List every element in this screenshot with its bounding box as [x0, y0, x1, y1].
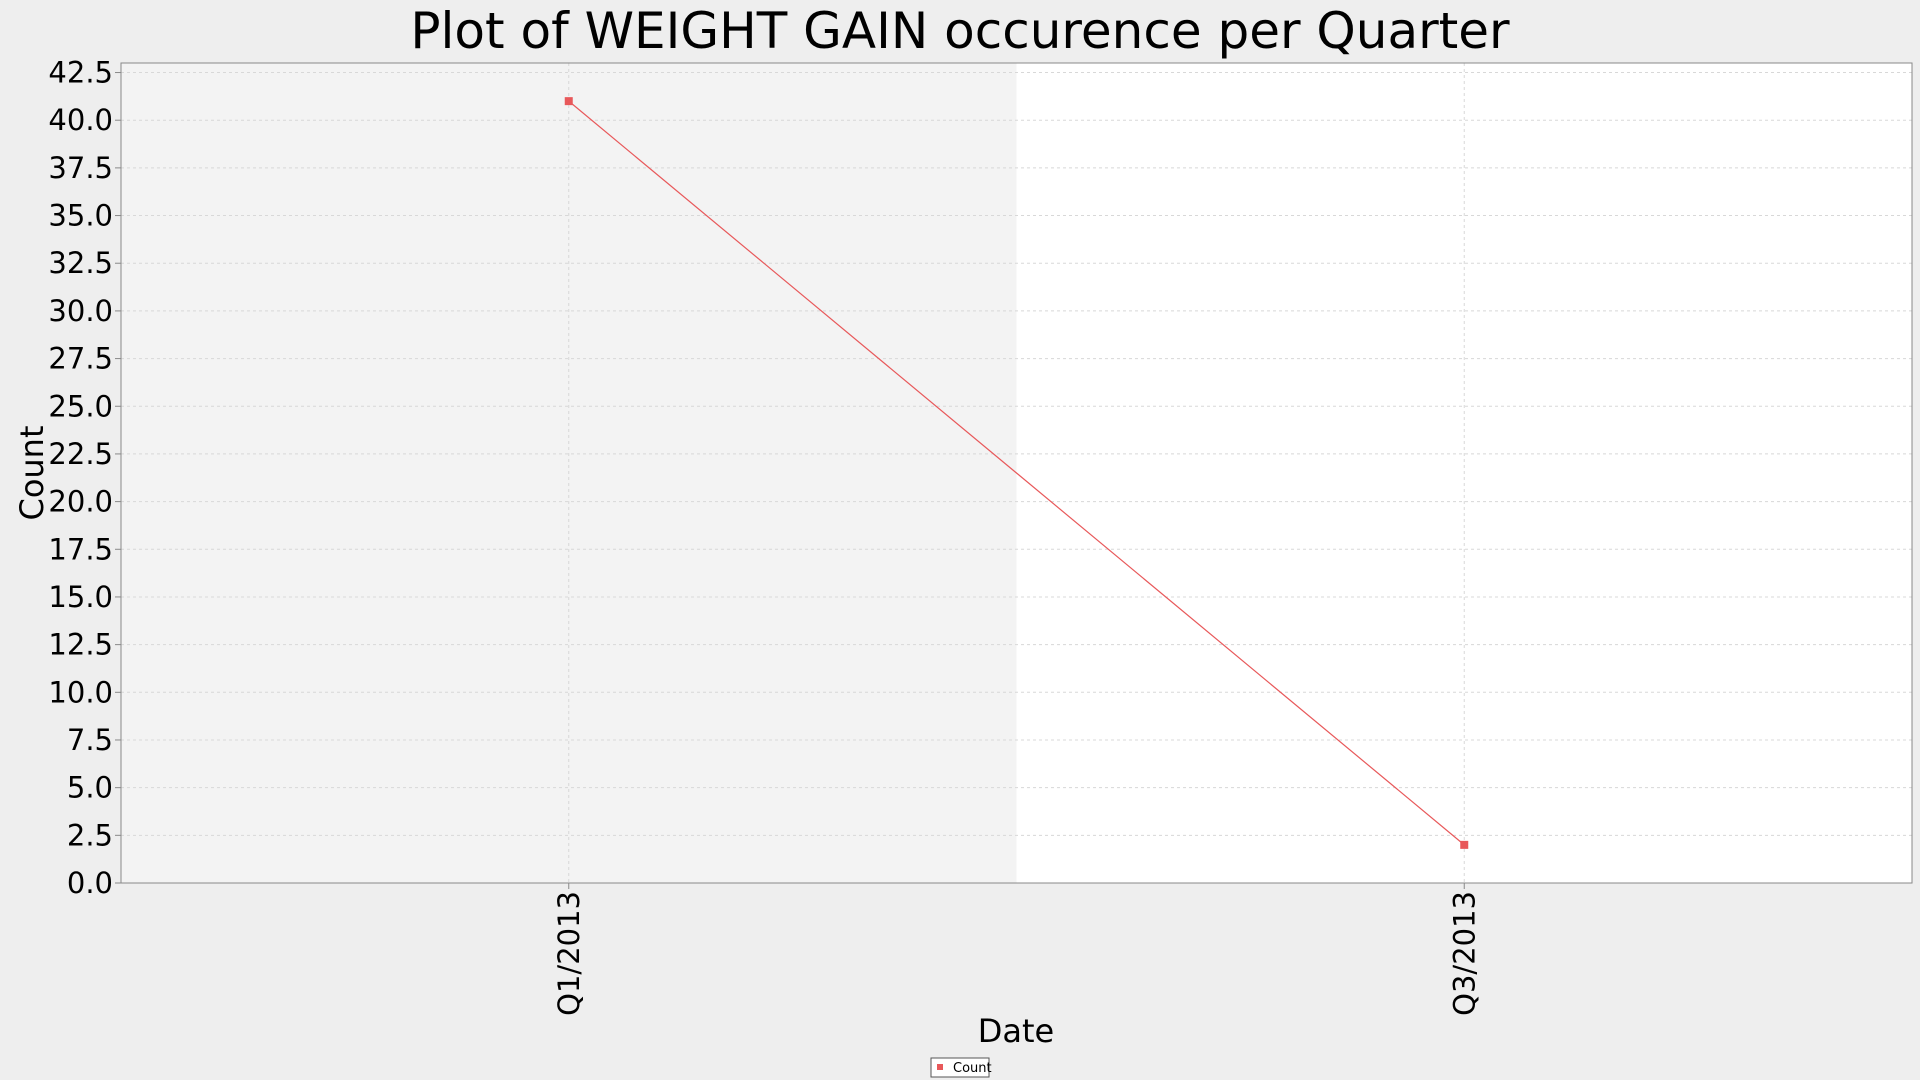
plot-area: 0.0 2.5 5.0 7.5 10.0 12.5 15.0 17.5 20.0 22.5 25.0… — [48, 56, 1913, 1016]
data-point — [564, 97, 573, 106]
x-tick-label: Q1/2013 — [552, 891, 586, 1016]
y-tick-label: 27.5 — [48, 342, 113, 376]
y-tick-label: 22.5 — [48, 437, 113, 471]
plot-border — [120, 62, 1913, 884]
chart-title: Plot of WEIGHT GAIN occurence per Quarte… — [410, 2, 1510, 60]
data-point — [1460, 840, 1469, 849]
y-tick-label: 30.0 — [48, 294, 113, 328]
legend-box — [930, 1057, 990, 1078]
series-line — [568, 100, 1465, 846]
y-tick-label: 10.0 — [48, 675, 113, 709]
y-tick-label: 40.0 — [48, 103, 113, 137]
y-tick-label: 0.0 — [67, 866, 113, 900]
x-axis-label: Date — [978, 1012, 1054, 1050]
x-tick-label: Q3/2013 — [1447, 891, 1481, 1016]
y-tick-label: 37.5 — [48, 151, 113, 185]
y-tick-label: 25.0 — [48, 389, 113, 423]
y-tick-label: 35.0 — [48, 199, 113, 233]
y-tick-label: 17.5 — [48, 532, 113, 566]
y-tick-label: 20.0 — [48, 485, 113, 519]
y-tick-label: 15.0 — [48, 580, 113, 614]
y-tick-label: 42.5 — [48, 56, 113, 90]
y-tick-label: 12.5 — [48, 628, 113, 662]
y-tick-label: 32.5 — [48, 246, 113, 280]
legend-label: Count — [953, 1061, 992, 1076]
y-tick-label: 7.5 — [67, 723, 113, 757]
legend-marker — [937, 1064, 943, 1070]
y-tick-label: 5.0 — [67, 771, 113, 805]
legend: Count — [930, 1057, 992, 1078]
y-axis-label: Count — [13, 425, 51, 520]
y-tick-label: 2.5 — [67, 818, 113, 852]
